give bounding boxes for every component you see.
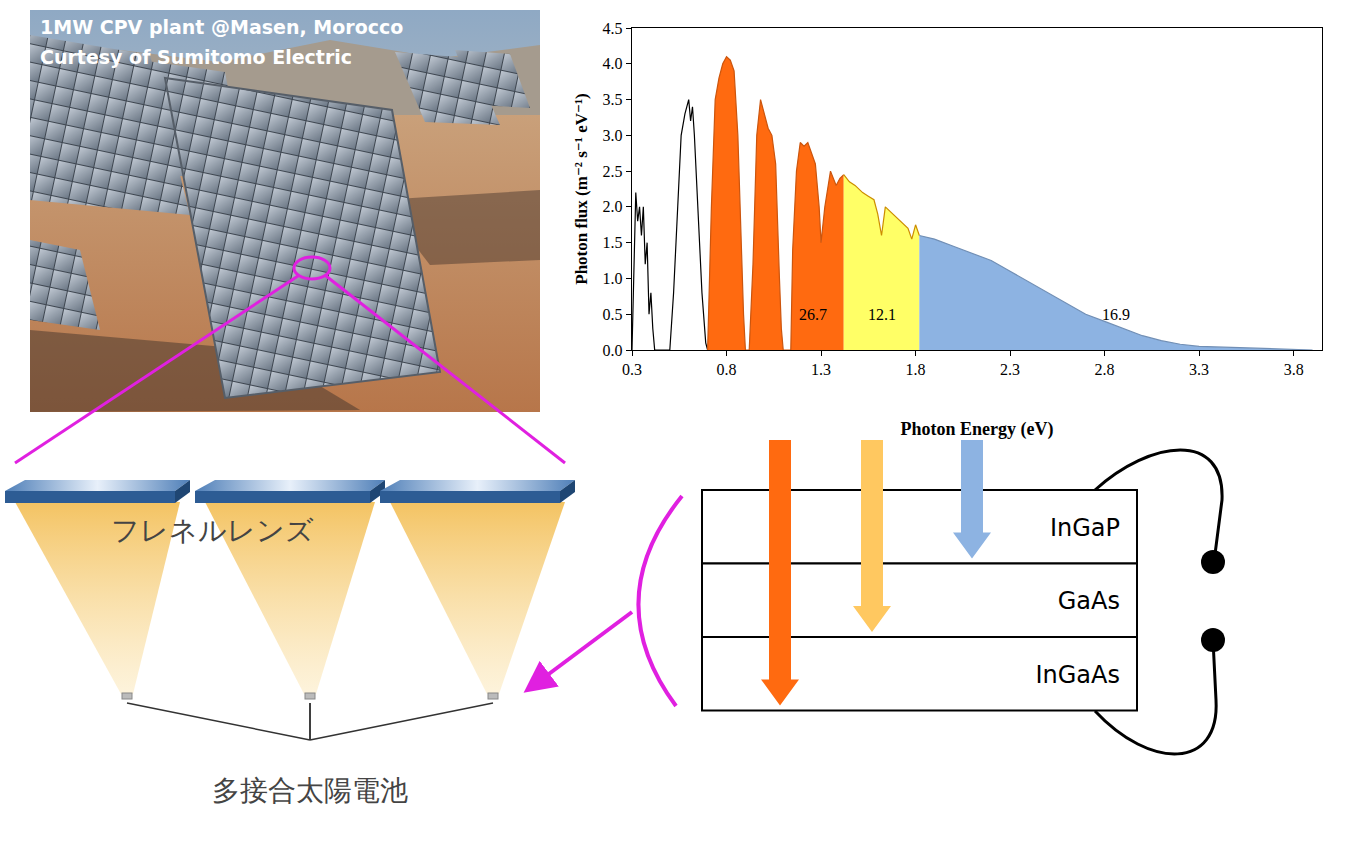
svg-text:多接合太陽電池: 多接合太陽電池 (212, 774, 408, 807)
svg-text:フレネルレンズ: フレネルレンズ (111, 514, 314, 547)
svg-text:3.5: 3.5 (603, 91, 623, 108)
svg-text:2.5: 2.5 (603, 163, 623, 180)
svg-text:4.0: 4.0 (603, 55, 623, 72)
svg-text:InGaP: InGaP (1050, 514, 1120, 542)
svg-text:0.8: 0.8 (717, 361, 737, 378)
svg-text:2.8: 2.8 (1095, 361, 1115, 378)
svg-text:4.5: 4.5 (603, 20, 623, 37)
svg-text:Photon flux (m⁻² s⁻¹ eV⁻¹): Photon flux (m⁻² s⁻¹ eV⁻¹) (572, 93, 591, 284)
svg-text:0.0: 0.0 (603, 342, 623, 359)
svg-text:1.0: 1.0 (603, 270, 623, 287)
svg-text:16.9: 16.9 (1102, 306, 1130, 323)
svg-text:3.3: 3.3 (1189, 361, 1209, 378)
svg-text:3.0: 3.0 (603, 127, 623, 144)
svg-text:12.1: 12.1 (868, 306, 896, 323)
svg-text:26.7: 26.7 (799, 306, 827, 323)
svg-text:1.8: 1.8 (906, 361, 926, 378)
svg-text:Photon Energy (eV): Photon Energy (eV) (901, 419, 1054, 440)
svg-text:InGaAs: InGaAs (1035, 661, 1120, 689)
svg-text:1MW CPV plant @Masen, Morocco: 1MW CPV plant @Masen, Morocco (40, 16, 403, 38)
svg-text:1.5: 1.5 (603, 234, 623, 251)
svg-text:Curtesy of Sumitomo Electric: Curtesy of Sumitomo Electric (40, 46, 352, 68)
svg-text:3.8: 3.8 (1284, 361, 1304, 378)
svg-text:GaAs: GaAs (1058, 587, 1120, 615)
svg-text:1.3: 1.3 (811, 361, 831, 378)
svg-text:2.0: 2.0 (603, 198, 623, 215)
svg-text:0.5: 0.5 (603, 306, 623, 323)
svg-text:0.3: 0.3 (622, 361, 642, 378)
svg-text:2.3: 2.3 (1000, 361, 1020, 378)
